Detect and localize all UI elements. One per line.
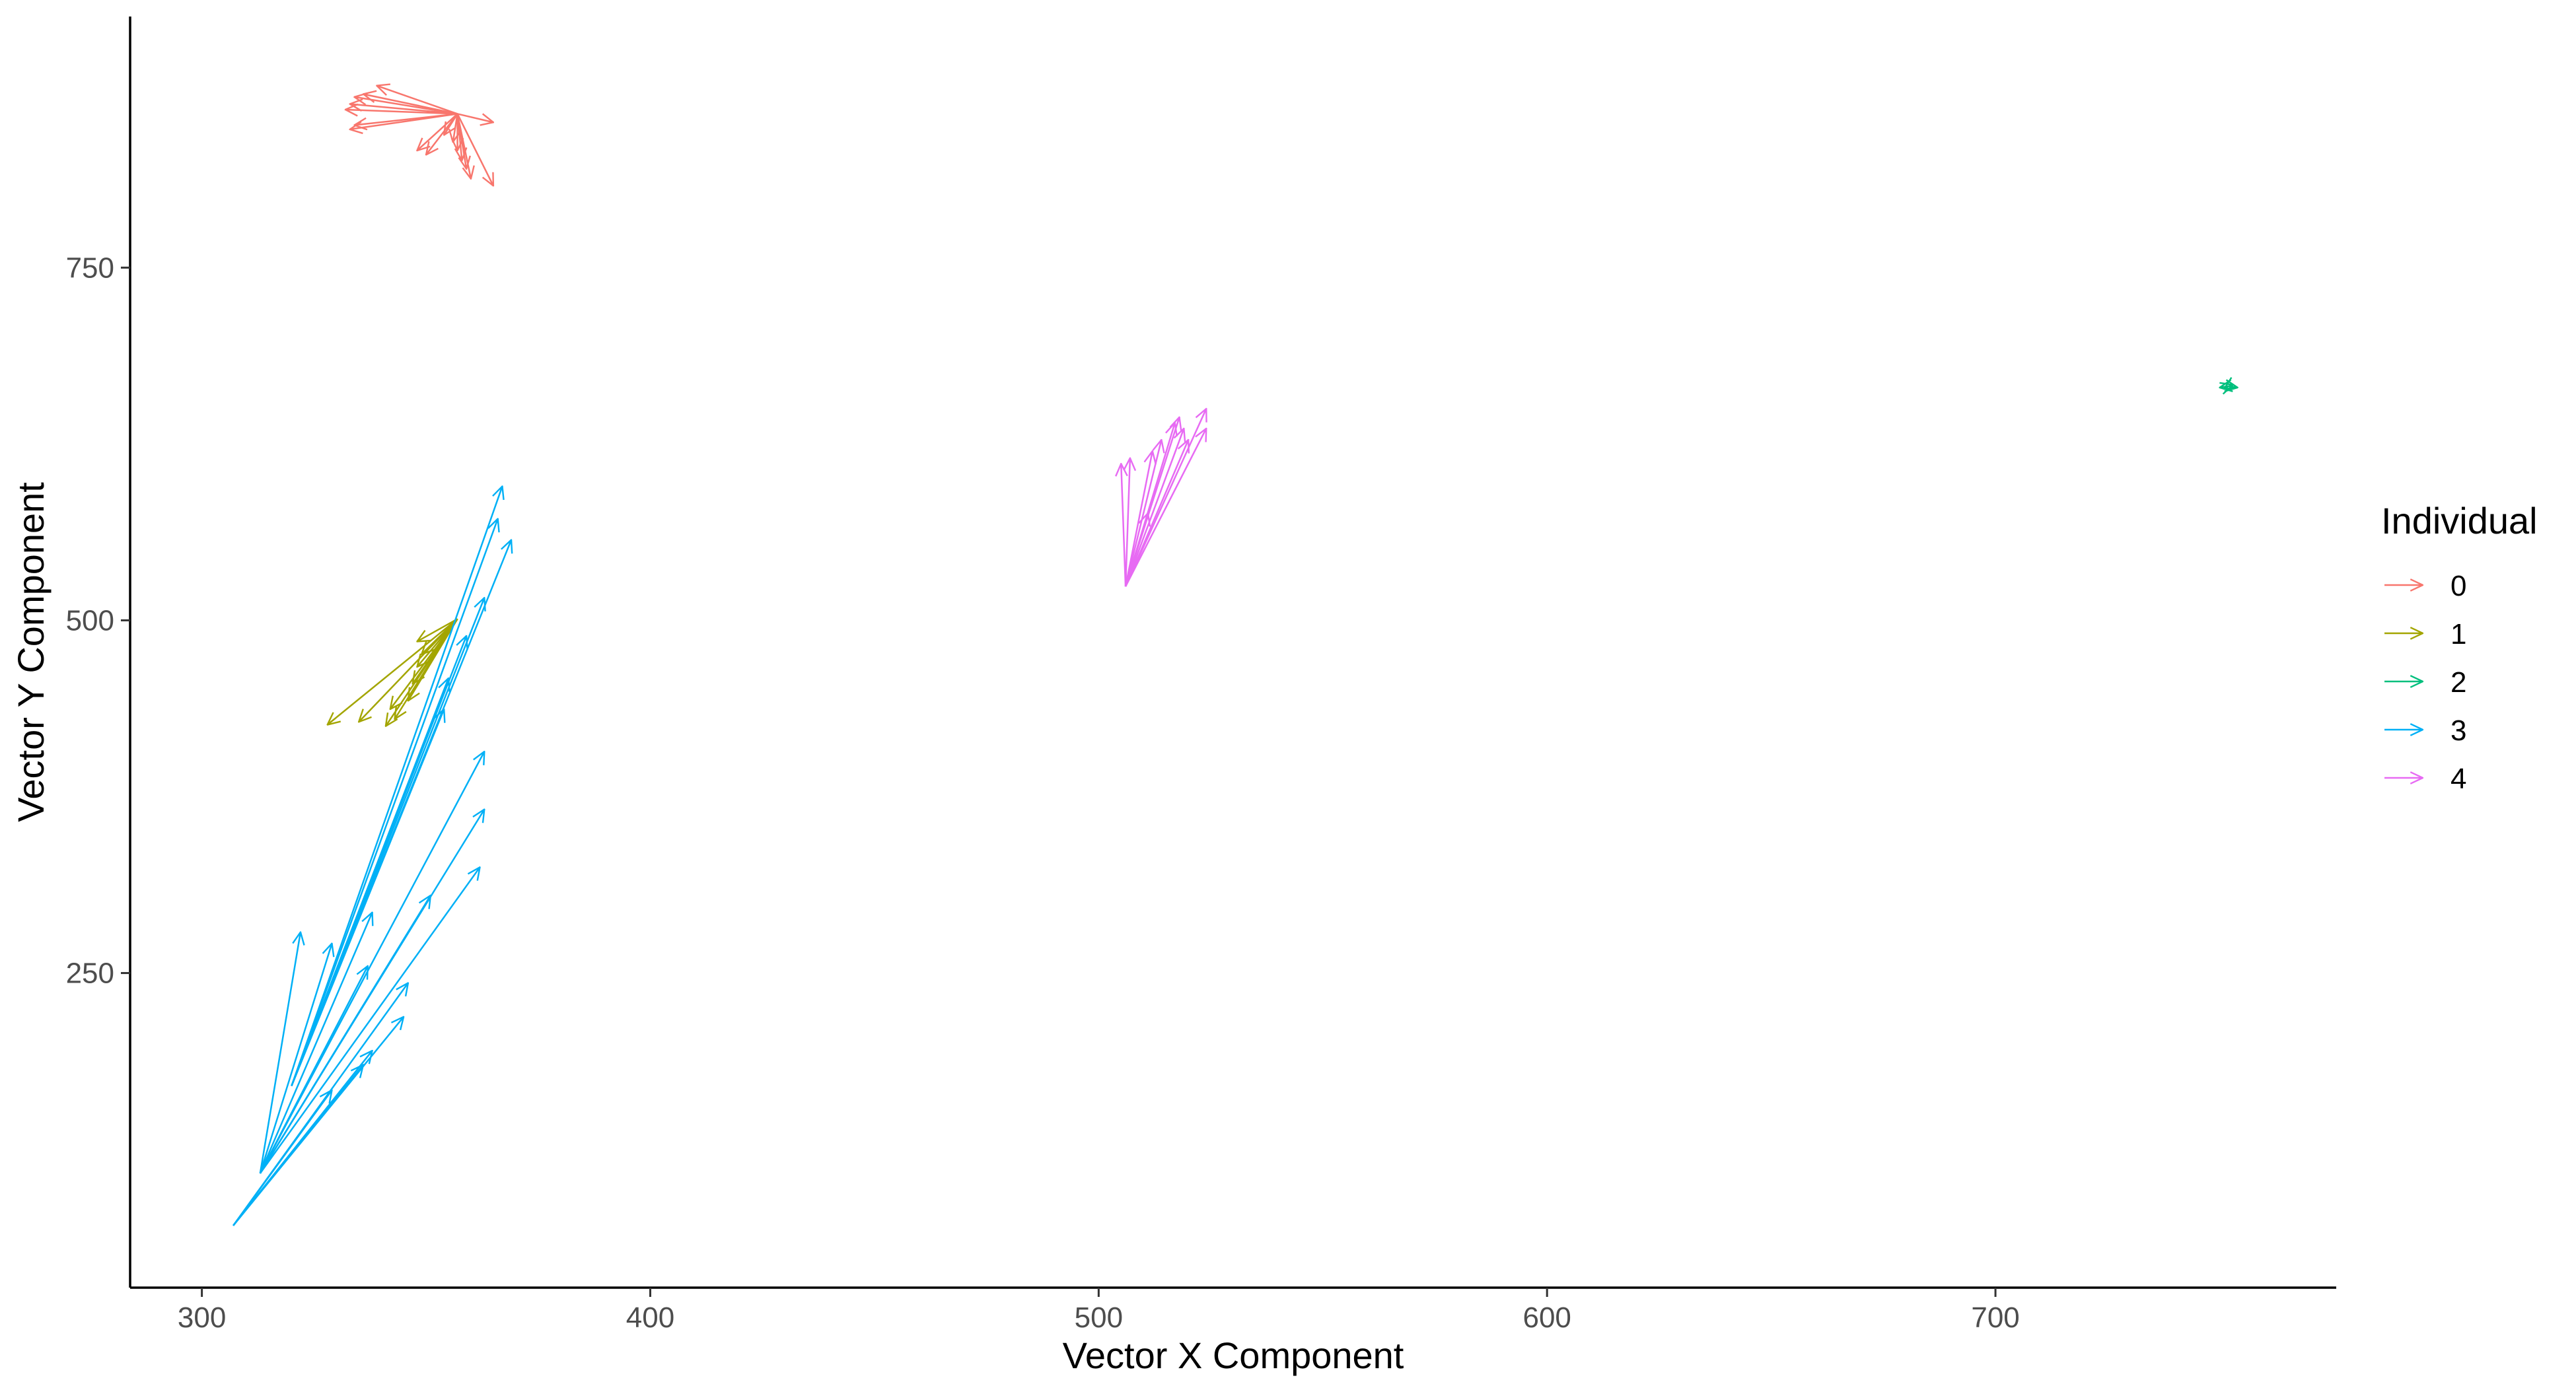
legend-item-4: 4 — [2384, 763, 2466, 795]
vector-segment — [417, 618, 458, 641]
vector-segment — [408, 618, 458, 701]
series-3 — [233, 486, 511, 1226]
x-axis-ticks: 300 400 500 600 700 — [178, 1288, 2020, 1334]
y-axis-title: Vector Y Component — [10, 482, 52, 822]
x-tick-label: 500 — [1075, 1302, 1123, 1334]
vector-segment — [233, 1017, 404, 1226]
vector-segment — [456, 113, 493, 186]
vector-segment — [417, 113, 458, 151]
vector-segment — [1124, 513, 1148, 587]
legend-label: 2 — [2451, 666, 2466, 699]
legend-label: 3 — [2451, 714, 2466, 747]
series-2 — [2219, 385, 2237, 389]
vector-segment — [457, 113, 493, 122]
legend-item-0: 0 — [2384, 570, 2466, 602]
vector-segment — [1121, 464, 1126, 587]
legend-item-1: 1 — [2384, 618, 2466, 650]
legend: Individual 0 1 2 3 4 — [2381, 500, 2538, 795]
vector-segment — [1126, 458, 1130, 587]
x-axis-title: Vector X Component — [1063, 1335, 1404, 1376]
vector-segment — [354, 97, 458, 115]
y-axis-ticks: 250 500 750 — [66, 252, 130, 990]
legend-title: Individual — [2381, 500, 2538, 541]
vector-segment — [2229, 385, 2233, 386]
vector-segment — [259, 867, 480, 1174]
plot-area — [233, 86, 2238, 1226]
vector-segment — [259, 944, 332, 1174]
vector-segment — [259, 932, 301, 1174]
vector-segment — [1124, 409, 1206, 587]
x-tick-label: 300 — [178, 1302, 226, 1334]
vector-segment — [328, 618, 458, 724]
vector-segment — [1124, 429, 1184, 587]
series-4 — [1121, 409, 1206, 587]
vector-segment — [444, 113, 458, 135]
vector-segment — [417, 618, 458, 667]
vector-segment — [413, 618, 458, 683]
vector-segment — [456, 114, 471, 178]
legend-label: 0 — [2451, 570, 2466, 602]
vector-segment — [259, 913, 373, 1174]
y-tick-label: 500 — [66, 604, 114, 637]
vector-segment — [1124, 429, 1206, 587]
x-tick-label: 600 — [1522, 1302, 1571, 1334]
vector-segment — [350, 104, 458, 115]
vector-segment — [421, 618, 458, 654]
vector-segment — [233, 983, 408, 1226]
vector-segment — [291, 519, 497, 1086]
legend-label: 4 — [2451, 763, 2466, 795]
legend-items: 0 1 2 3 4 — [2384, 570, 2466, 795]
vector-segment — [291, 486, 502, 1086]
vector-segment — [376, 86, 458, 115]
series-0 — [345, 86, 493, 186]
legend-item-3: 3 — [2384, 714, 2466, 747]
legend-label: 1 — [2451, 618, 2466, 650]
vector-segment — [291, 540, 511, 1086]
legend-item-2: 2 — [2384, 666, 2466, 699]
vector-segment — [259, 966, 368, 1174]
x-tick-label: 700 — [1971, 1302, 2019, 1334]
vector-segment — [345, 110, 458, 114]
y-tick-label: 250 — [66, 957, 114, 990]
vector-segment — [259, 810, 484, 1174]
vector-segment — [350, 113, 458, 129]
series-1 — [328, 618, 458, 726]
x-tick-label: 400 — [626, 1302, 674, 1334]
y-tick-label: 750 — [66, 252, 114, 284]
